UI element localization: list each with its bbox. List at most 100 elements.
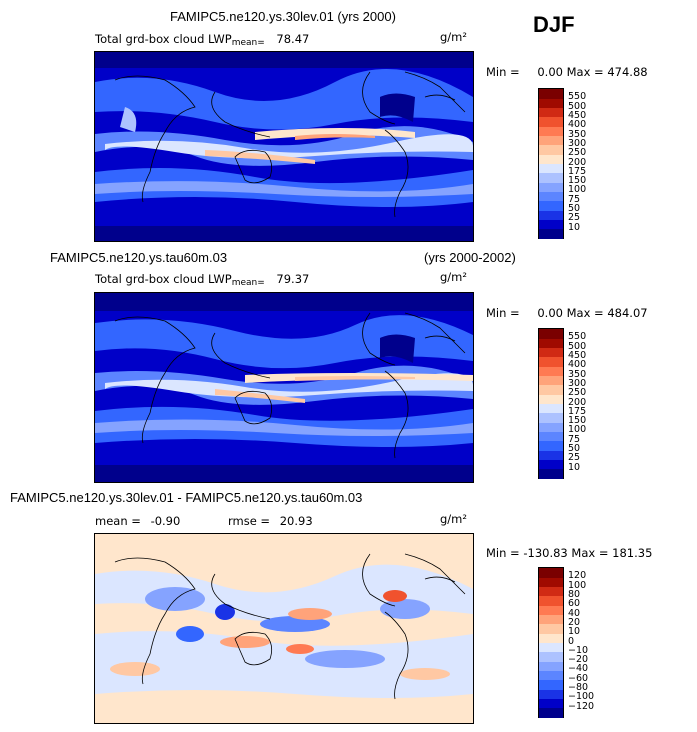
panel2-map-svg <box>95 293 473 482</box>
colorbar-tick-label: 50 <box>568 203 581 215</box>
colorbar-swatch <box>539 144 563 155</box>
panel1-variable: Total grd-box cloud LWPmean= 78.47 <box>95 32 309 48</box>
panel1-map-svg <box>95 52 473 241</box>
colorbar-tick-label: 550 <box>568 91 587 103</box>
colorbar-swatch <box>539 440 563 451</box>
colorbar-swatch <box>539 329 563 339</box>
panel1-map <box>94 51 474 242</box>
colorbar-swatch <box>539 182 563 192</box>
panel2-mean-label: mean= <box>231 278 265 288</box>
colorbar-swatch <box>539 422 563 432</box>
colorbar-swatch <box>539 394 563 404</box>
colorbar-swatch <box>539 116 563 127</box>
colorbar-swatch <box>539 375 563 386</box>
colorbar-swatch <box>539 412 563 423</box>
panel2-title: FAMIPC5.ne120.ys.tau60m.03 <box>50 250 228 265</box>
colorbar-swatch <box>539 384 563 395</box>
colorbar-swatch <box>539 431 563 442</box>
colorbar-tick-label: −100 <box>568 691 595 703</box>
colorbar-swatch <box>539 200 563 211</box>
colorbar-swatch <box>539 642 563 653</box>
colorbar-tick-label: 80 <box>568 588 581 600</box>
colorbar-tick-label: 20 <box>568 616 581 628</box>
panel1-variable-name: Total grd-box cloud LWP <box>95 32 232 46</box>
colorbar-tick-label: 350 <box>568 368 587 380</box>
colorbar-tick-label: 250 <box>568 387 587 399</box>
panel2-minmax: Min = 0.00 Max = 484.07 <box>486 306 648 320</box>
colorbar-tick-label: 10 <box>568 626 581 638</box>
colorbar-swatch <box>539 605 563 616</box>
colorbar-swatch <box>539 135 563 146</box>
colorbar-tick-label: 200 <box>568 396 587 408</box>
panel1-title: FAMIPC5.ne120.ys.30lev.01 (yrs 2000) <box>170 9 396 24</box>
panel1-max-label: Max = <box>566 65 604 79</box>
panel3-colorbar <box>538 567 564 718</box>
colorbar-swatch <box>539 107 563 118</box>
colorbar-tick-label: 450 <box>568 349 587 361</box>
colorbar-swatch <box>539 210 563 220</box>
colorbar-tick-label: −40 <box>568 663 589 675</box>
panel3-mean-value: -0.90 <box>150 514 181 528</box>
colorbar-tick-label: 175 <box>568 165 587 177</box>
panel3-rmse-label: rmse = <box>227 514 271 528</box>
panel3-min-label: Min = <box>486 546 520 560</box>
colorbar-tick-label: 350 <box>568 128 587 140</box>
colorbar-swatch <box>539 163 563 174</box>
colorbar-swatch <box>539 661 563 671</box>
colorbar-tick-label: −20 <box>568 654 589 666</box>
panel3-title: FAMIPC5.ne120.ys.30lev.01 - FAMIPC5.ne12… <box>10 490 363 505</box>
panel2-max-value: 484.07 <box>607 306 648 320</box>
colorbar-swatch <box>539 586 563 597</box>
colorbar-tick-label: −10 <box>568 644 589 656</box>
colorbar-tick-label: −60 <box>568 672 589 684</box>
colorbar-tick-label: 25 <box>568 212 581 224</box>
colorbar-swatch <box>539 228 563 239</box>
panel1-min-value: 0.00 <box>537 65 563 79</box>
colorbar-swatch <box>539 172 563 183</box>
panel3-map <box>94 533 474 724</box>
colorbar-swatch <box>539 126 563 137</box>
panel3-max-value: 181.35 <box>612 546 653 560</box>
colorbar-swatch <box>539 98 563 109</box>
panel2-mean-value: 79.37 <box>276 272 310 286</box>
panel1-minmax: Min = 0.00 Max = 474.88 <box>486 65 648 79</box>
colorbar-swatch <box>539 366 563 377</box>
panel1-mean-label: mean= <box>231 38 265 48</box>
colorbar-tick-label: −80 <box>568 682 589 694</box>
panel3-rmse-value: 20.93 <box>279 514 313 528</box>
colorbar-swatch <box>539 356 563 367</box>
panel1-colorbar <box>538 88 564 239</box>
season-label: DJF <box>533 12 575 37</box>
panel2-max-label: Max = <box>566 306 604 320</box>
panel3-min-value: -130.83 <box>523 546 568 560</box>
panel1-mean-value: 78.47 <box>276 32 310 46</box>
colorbar-swatch <box>539 347 563 358</box>
colorbar-swatch <box>539 577 563 588</box>
colorbar-tick-label: 40 <box>568 607 581 619</box>
panel1-max-value: 474.88 <box>607 65 648 79</box>
colorbar-swatch <box>539 595 563 606</box>
panel1-units: g/m² <box>440 30 467 44</box>
colorbar-tick-label: 25 <box>568 452 581 464</box>
panel2-map <box>94 292 474 483</box>
panel3-max-label: Max = <box>571 546 609 560</box>
panel1-min-label: Min = <box>486 65 520 79</box>
colorbar-swatch <box>539 689 563 699</box>
colorbar-tick-label: 450 <box>568 109 587 121</box>
colorbar-tick-label: 250 <box>568 147 587 159</box>
panel3-minmax: Min = -130.83 Max = 181.35 <box>486 546 652 560</box>
colorbar-swatch <box>539 403 563 414</box>
colorbar-swatch <box>539 154 563 164</box>
colorbar-swatch <box>539 698 563 709</box>
colorbar-swatch <box>539 670 563 681</box>
panel2-colorbar <box>538 328 564 479</box>
colorbar-tick-label: 550 <box>568 331 587 343</box>
colorbar-swatch <box>539 614 563 625</box>
colorbar-tick-label: 150 <box>568 415 587 427</box>
panel3-stats: mean = -0.90 rmse = 20.93 <box>95 514 313 528</box>
panel2-min-value: 0.00 <box>537 306 563 320</box>
panel2-variable: Total grd-box cloud LWPmean= 79.37 <box>95 272 309 288</box>
colorbar-tick-label: 500 <box>568 100 587 112</box>
colorbar-tick-label: −120 <box>568 700 595 712</box>
colorbar-swatch <box>539 679 563 690</box>
